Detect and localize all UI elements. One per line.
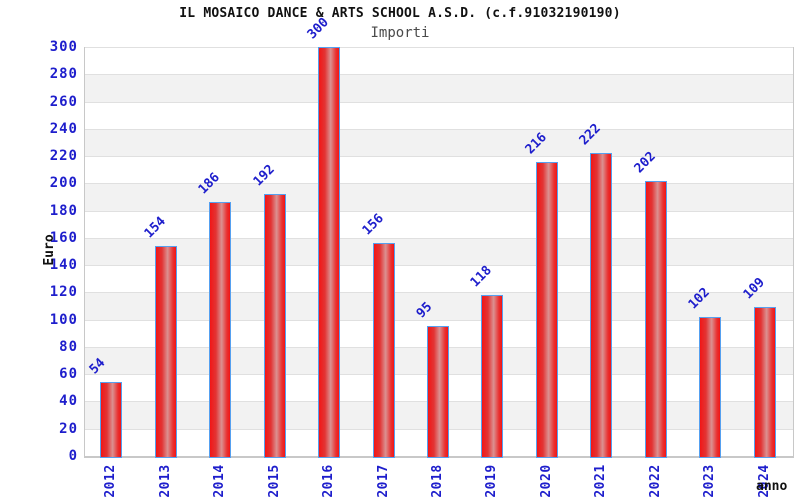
plot-band [85, 374, 793, 401]
y-axis-title: Euro [42, 234, 57, 266]
y-tick-label: 220 [49, 148, 78, 165]
plot-band [85, 101, 793, 129]
plot-band [85, 156, 793, 183]
plot-band [85, 183, 793, 211]
x-axis-title: anno [756, 479, 788, 494]
y-tick-label: 60 [59, 366, 78, 383]
plot-band [85, 128, 793, 157]
x-tick-label: 2012 [103, 464, 119, 498]
plot-band [85, 237, 793, 266]
plot-band [85, 74, 793, 102]
x-tick-label: 2023 [702, 464, 718, 498]
y-tick-label: 40 [59, 393, 78, 410]
x-tick-label: 2019 [484, 464, 500, 498]
plot-band [85, 319, 793, 347]
x-tick-label: 2016 [321, 464, 337, 498]
x-tick-label: 2015 [266, 464, 282, 498]
plot-band [85, 265, 793, 292]
chart-subtitle: Importi [370, 25, 430, 41]
plot-band [85, 47, 793, 74]
x-tick-label: 2018 [430, 464, 445, 498]
plot-band [85, 401, 793, 429]
y-tick-label: 120 [49, 284, 78, 301]
y-tick-label: 280 [49, 66, 78, 83]
x-tick-label: 2017 [375, 464, 391, 498]
y-tick-label: 80 [59, 338, 78, 355]
x-tick-label: 2021 [593, 464, 609, 498]
plot-band [85, 292, 793, 320]
plot-band [85, 428, 793, 456]
y-tick-label: 180 [49, 202, 78, 219]
plot-band [85, 346, 793, 375]
plot-area [84, 47, 794, 458]
y-tick-label: 200 [49, 175, 78, 192]
y-tick-label: 20 [59, 420, 78, 437]
x-tick-label: 2022 [647, 464, 663, 498]
y-tick-label: 240 [49, 120, 78, 137]
y-tick-label: 100 [49, 311, 78, 328]
x-tick-label: 2013 [157, 464, 173, 498]
chart-title: IL MOSAICO DANCE & ARTS SCHOOL A.S.D. (c… [179, 6, 621, 21]
plot-band [85, 210, 793, 238]
y-tick-label: 300 [49, 39, 78, 55]
y-tick-label: 260 [49, 93, 78, 110]
y-tick-label: 0 [68, 448, 78, 464]
x-tick-label: 2020 [538, 464, 554, 498]
x-tick-label: 2014 [212, 464, 228, 498]
